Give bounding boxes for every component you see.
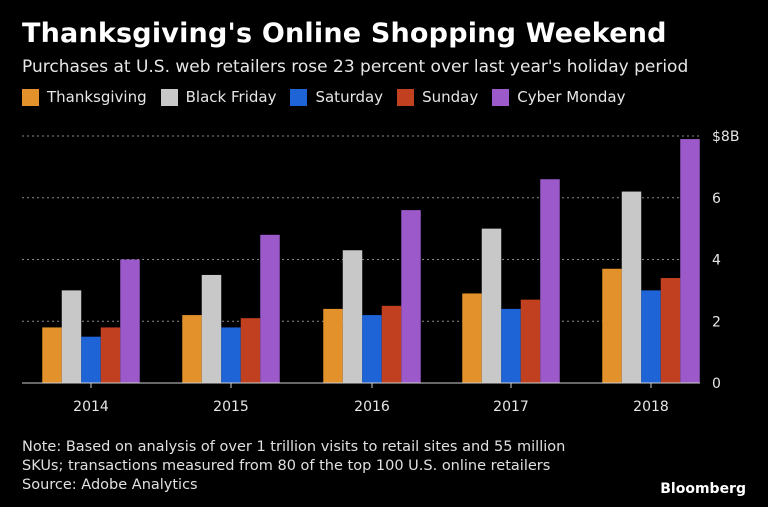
bar-cyber-monday-2018: [680, 139, 700, 383]
legend-label: Sunday: [422, 88, 479, 106]
bar-black-friday-2014: [61, 290, 82, 383]
bar-black-friday-2017: [481, 228, 502, 383]
bar-black-friday-2015: [201, 274, 222, 383]
bar-sunday-2018: [660, 278, 681, 383]
legend-label: Thanksgiving: [47, 88, 147, 106]
bar-cyber-monday-2016: [401, 210, 421, 383]
bar-sunday-2016: [381, 305, 402, 383]
legend-item: Thanksgiving: [22, 88, 147, 106]
legend-item: Cyber Monday: [492, 88, 625, 106]
bar-thanksgiving-2017: [462, 293, 482, 383]
bar-saturday-2018: [641, 290, 661, 383]
legend-swatch: [290, 88, 308, 106]
bar-thanksgiving-2018: [602, 268, 622, 383]
legend-item: Saturday: [290, 88, 383, 106]
legend: Thanksgiving Black Friday Saturday Sunday Cy…: [22, 88, 639, 106]
bar-saturday-2017: [501, 308, 521, 383]
legend-label: Cyber Monday: [517, 88, 626, 106]
x-tick-label: 2016: [354, 399, 390, 415]
bar-thanksgiving-2014: [42, 327, 62, 383]
y-tick-label: 6: [712, 191, 721, 207]
bar-thanksgiving-2015: [182, 315, 202, 383]
bar-black-friday-2016: [342, 250, 363, 383]
note-line-2: SKUs; transactions measured from 80 of t…: [22, 458, 551, 474]
bar-saturday-2014: [81, 336, 101, 383]
x-tick-label: 2018: [633, 399, 669, 415]
y-tick-label: 2: [712, 314, 721, 330]
y-tick-label: $8B: [712, 129, 739, 145]
bar-sunday-2015: [240, 318, 261, 383]
legend-label: Saturday: [315, 88, 384, 106]
legend-swatch: [492, 88, 510, 106]
note-line-1: Note: Based on analysis of over 1 trilli…: [22, 439, 566, 455]
chart-subtitle: Purchases at U.S. web retailers rose 23 …: [22, 57, 689, 77]
bar-cyber-monday-2017: [540, 179, 560, 383]
chart-title: Thanksgiving's Online Shopping Weekend: [22, 18, 667, 49]
bar-saturday-2015: [221, 327, 241, 383]
legend-swatch: [160, 88, 178, 106]
legend-label: Black Friday: [185, 88, 277, 106]
bar-sunday-2017: [520, 299, 541, 383]
y-tick-label: 0: [712, 376, 721, 392]
bar-sunday-2014: [100, 327, 121, 383]
legend-swatch: [22, 88, 39, 106]
bar-saturday-2016: [362, 315, 382, 383]
bar-black-friday-2018: [621, 191, 642, 383]
x-tick-label: 2014: [73, 399, 109, 415]
x-tick-label: 2017: [493, 399, 529, 415]
bar-cyber-monday-2014: [120, 259, 140, 383]
legend-swatch: [397, 88, 415, 106]
legend-item: Black Friday: [160, 88, 277, 106]
y-tick-label: 4: [712, 253, 721, 269]
x-tick-label: 2015: [213, 399, 249, 415]
legend-item: Sunday: [397, 88, 478, 106]
bar-thanksgiving-2016: [323, 308, 343, 383]
bar-cyber-monday-2015: [260, 234, 280, 383]
brand-logo: Bloomberg: [660, 481, 746, 497]
footnote: Note: Based on analysis of over 1 trilli…: [22, 438, 662, 495]
source-line: Source: Adobe Analytics: [22, 477, 198, 493]
